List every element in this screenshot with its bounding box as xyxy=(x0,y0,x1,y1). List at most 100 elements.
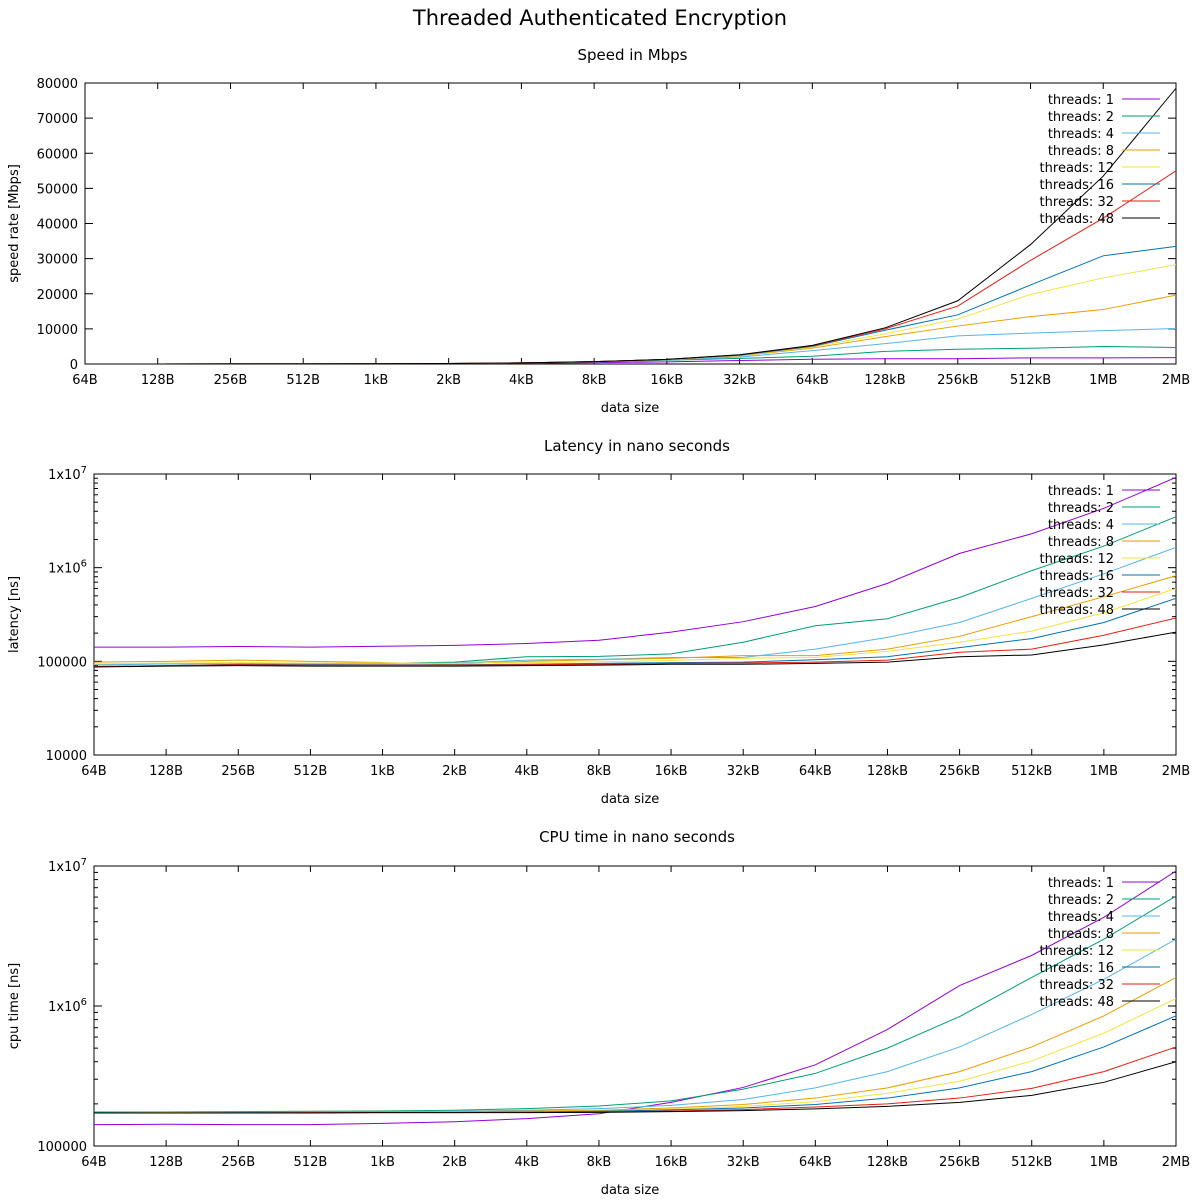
legend-label: threads: 2 xyxy=(1048,110,1114,125)
legend-label: threads: 12 xyxy=(1040,552,1114,567)
x-tick-label: 1kB xyxy=(364,373,389,388)
plot-title: CPU time in nano seconds xyxy=(539,828,735,846)
legend-label: threads: 32 xyxy=(1040,978,1114,993)
legend-label: threads: 4 xyxy=(1048,518,1114,533)
series-line xyxy=(85,328,1176,364)
x-tick-label: 128kB xyxy=(867,764,908,779)
y-tick-label: 0 xyxy=(70,358,78,373)
x-tick-label: 4kB xyxy=(514,764,539,779)
plot-frame xyxy=(84,82,1177,365)
y-tick-label: 80000 xyxy=(37,77,78,92)
legend-label: threads: 2 xyxy=(1048,893,1114,908)
x-tick-label: 4kB xyxy=(514,1155,539,1170)
legend-label: threads: 48 xyxy=(1040,212,1114,227)
legend-label: threads: 8 xyxy=(1048,927,1114,942)
x-tick-label: 2kB xyxy=(436,373,461,388)
x-tick-label: 32kB xyxy=(727,764,760,779)
x-tick-label: 1kB xyxy=(370,764,395,779)
x-tick-label: 128B xyxy=(141,373,175,388)
y-tick-label: 50000 xyxy=(37,182,78,197)
x-tick-label: 2MB xyxy=(1162,764,1190,779)
legend-label: threads: 32 xyxy=(1040,195,1114,210)
x-tick-label: 512kB xyxy=(1011,1155,1052,1170)
series-lines xyxy=(94,476,1176,668)
series-line xyxy=(94,575,1176,665)
y-tick-label: 70000 xyxy=(37,112,78,127)
series-line xyxy=(94,597,1176,668)
x-tick-label: 512B xyxy=(294,1155,328,1170)
y-axis-label: latency [ns] xyxy=(7,576,22,653)
x-tick-label: 2kB xyxy=(442,1155,467,1170)
series-lines xyxy=(85,87,1176,364)
series-line xyxy=(85,87,1176,364)
series-lines xyxy=(94,870,1176,1126)
series-line xyxy=(85,264,1176,364)
legend-label: threads: 12 xyxy=(1040,161,1114,176)
x-tick-label: 128kB xyxy=(864,373,905,388)
x-tick-label: 256B xyxy=(221,764,255,779)
x-tick-label: 512B xyxy=(286,373,320,388)
y-tick-label: 1x106 xyxy=(48,997,87,1015)
y-tick-label: 1x107 xyxy=(48,465,87,483)
y-tick-label: 10000 xyxy=(46,749,87,764)
x-tick-label: 16kB xyxy=(655,1155,688,1170)
x-tick-label: 128B xyxy=(149,1155,183,1170)
x-tick-label: 16kB xyxy=(655,764,688,779)
legend-label: threads: 1 xyxy=(1048,484,1114,499)
x-tick-label: 512B xyxy=(294,764,328,779)
y-tick-label: 30000 xyxy=(37,253,78,268)
y-tick-label: 100000 xyxy=(37,1140,87,1155)
x-tick-label: 64kB xyxy=(799,764,832,779)
x-axis-label: data size xyxy=(601,792,660,807)
plot-title: Speed in Mbps xyxy=(577,46,687,64)
legend-label: threads: 48 xyxy=(1040,603,1114,618)
x-tick-label: 32kB xyxy=(727,1155,760,1170)
series-line xyxy=(85,294,1176,364)
series-line xyxy=(94,546,1176,666)
x-tick-label: 2MB xyxy=(1162,1155,1190,1170)
legend-label: threads: 8 xyxy=(1048,535,1114,550)
x-axis-label: data size xyxy=(601,401,660,416)
y-tick-label: 60000 xyxy=(37,147,78,162)
x-tick-label: 256B xyxy=(214,373,248,388)
y-axis-label: cpu time [ns] xyxy=(7,963,22,1049)
plot-frame xyxy=(93,473,1177,756)
x-tick-label: 1MB xyxy=(1090,1155,1118,1170)
x-tick-label: 4kB xyxy=(509,373,534,388)
x-tick-label: 32kB xyxy=(723,373,756,388)
plot-panel-3: CPU time in nano seconds data size cpu tim… xyxy=(7,828,1190,1198)
x-tick-label: 1MB xyxy=(1090,764,1118,779)
y-tick-label: 1x107 xyxy=(48,857,87,875)
series-line xyxy=(85,170,1176,364)
x-tick-label: 16kB xyxy=(650,373,683,388)
y-tick-label: 1x106 xyxy=(48,559,87,577)
legend-label: threads: 12 xyxy=(1040,944,1114,959)
legend-label: threads: 8 xyxy=(1048,144,1114,159)
x-tick-label: 256kB xyxy=(937,373,978,388)
series-line xyxy=(94,870,1176,1126)
legend-label: threads: 32 xyxy=(1040,586,1114,601)
legend-label: threads: 2 xyxy=(1048,501,1114,516)
x-tick-label: 8kB xyxy=(587,764,612,779)
legend-label: threads: 1 xyxy=(1048,93,1114,108)
x-tick-label: 1kB xyxy=(370,1155,395,1170)
series-line xyxy=(94,587,1176,665)
x-tick-label: 2kB xyxy=(442,764,467,779)
series-line xyxy=(94,895,1176,1113)
y-axis-label: speed rate [Mbps] xyxy=(7,164,22,283)
plot-panel-1: Speed in Mbps data size speed rate [Mbps] 6… xyxy=(7,46,1190,416)
x-tick-label: 512kB xyxy=(1010,373,1051,388)
y-tick-label: 20000 xyxy=(37,288,78,303)
x-tick-label: 512kB xyxy=(1011,764,1052,779)
legend-label: threads: 16 xyxy=(1040,961,1114,976)
series-line xyxy=(94,998,1176,1114)
series-line xyxy=(94,1015,1176,1114)
legend-label: threads: 48 xyxy=(1040,995,1114,1010)
legend-label: threads: 4 xyxy=(1048,910,1114,925)
series-line xyxy=(94,631,1176,668)
legend-label: threads: 4 xyxy=(1048,127,1114,142)
figure-title: Threaded Authenticated Encryption xyxy=(412,6,788,30)
x-tick-label: 64B xyxy=(81,1155,106,1170)
x-tick-label: 8kB xyxy=(587,1155,612,1170)
series-line xyxy=(94,1061,1176,1114)
